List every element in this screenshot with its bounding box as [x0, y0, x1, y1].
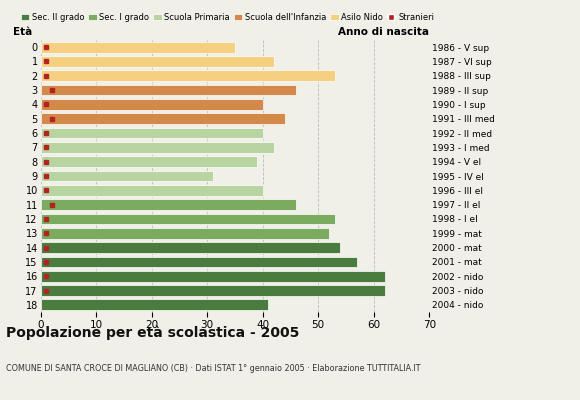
Bar — [41, 271, 385, 282]
Bar — [41, 156, 257, 167]
Bar — [41, 70, 335, 81]
Bar — [41, 228, 329, 239]
Bar — [41, 242, 340, 253]
Text: Anno di nascita: Anno di nascita — [338, 27, 429, 37]
Legend: Sec. II grado, Sec. I grado, Scuola Primaria, Scuola dell'Infanzia, Asilo Nido, : Sec. II grado, Sec. I grado, Scuola Prim… — [17, 9, 437, 25]
Bar — [41, 256, 357, 267]
Bar — [41, 56, 274, 67]
Text: COMUNE DI SANTA CROCE DI MAGLIANO (CB) · Dati ISTAT 1° gennaio 2005 · Elaborazio: COMUNE DI SANTA CROCE DI MAGLIANO (CB) ·… — [6, 364, 420, 373]
Bar — [41, 99, 263, 110]
Bar — [41, 113, 285, 124]
Bar — [41, 199, 296, 210]
Bar — [41, 85, 296, 96]
Bar — [41, 285, 385, 296]
Bar — [41, 142, 274, 153]
Text: Popolazione per età scolastica - 2005: Popolazione per età scolastica - 2005 — [6, 326, 299, 340]
Bar — [41, 300, 268, 310]
Bar — [41, 171, 213, 181]
Text: Età: Età — [13, 27, 32, 37]
Bar — [41, 128, 263, 138]
Bar — [41, 185, 263, 196]
Bar — [41, 42, 235, 52]
Bar — [41, 214, 335, 224]
